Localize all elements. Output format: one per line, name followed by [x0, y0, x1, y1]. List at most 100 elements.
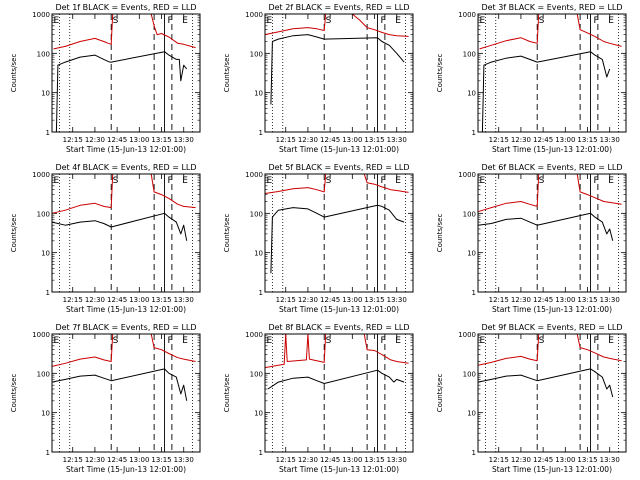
segment-marker: S — [539, 336, 545, 346]
x-axis-label: Start Time (15-Jun-13 12:01:00) — [492, 465, 612, 474]
segment-marker: S — [113, 16, 119, 26]
y-tick-label: 1 — [46, 289, 50, 297]
segment-marker: S — [326, 336, 332, 346]
y-tick-label: 10 — [467, 410, 476, 418]
x-tick-label: 13:00 — [342, 296, 362, 304]
series-line-events — [270, 204, 405, 274]
x-tick-label: 13:30 — [174, 136, 194, 144]
x-tick-label: 13:15 — [151, 456, 171, 464]
x-tick-label: 13:15 — [151, 136, 171, 144]
y-tick-label: 10 — [467, 250, 476, 258]
series-line-lld — [264, 173, 409, 194]
segment-marker: E — [479, 16, 485, 26]
series-line-events — [481, 51, 611, 133]
y-tick-label: 1 — [259, 129, 263, 137]
y-tick-label: 100 — [463, 50, 476, 58]
y-axis-label: Counts/sec — [223, 54, 231, 93]
y-tick-label: 100 — [37, 370, 50, 378]
plot-frame — [477, 333, 627, 453]
detector-chart-3: Det 3f BLACK = Events, RED = LLD Counts/s… — [436, 3, 627, 154]
series-line-events — [51, 368, 188, 401]
x-tick-label: 12:45 — [533, 136, 553, 144]
x-tick-label: 12:30 — [511, 456, 531, 464]
y-axis-label: Counts/sec — [10, 374, 18, 413]
y-axis-label: Counts/sec — [436, 214, 444, 253]
y-tick-label: 10 — [254, 250, 263, 258]
segment-marker: E — [182, 336, 188, 346]
x-tick-label: 13:00 — [555, 136, 575, 144]
detector-chart-8: Det 8f BLACK = Events, RED = LLD Counts/s… — [223, 323, 414, 474]
x-tick-label: 13:30 — [600, 456, 620, 464]
y-tick-label: 1000 — [245, 331, 263, 339]
x-tick-label: 12:15 — [276, 136, 296, 144]
segment-marker: F — [380, 176, 385, 186]
y-tick-label: 100 — [37, 210, 50, 218]
y-tick-label: 1000 — [245, 11, 263, 19]
x-axis-label: Start Time (15-Jun-13 12:01:00) — [66, 145, 186, 154]
x-tick-label: 13:15 — [364, 296, 384, 304]
y-axis-label: Counts/sec — [436, 374, 444, 413]
y-tick-label: 100 — [250, 210, 263, 218]
segment-marker: S — [113, 176, 119, 186]
x-tick-label: 12:15 — [63, 296, 83, 304]
segment-marker: S — [326, 176, 332, 186]
segment-marker: F — [167, 16, 172, 26]
segment-marker: E — [182, 176, 188, 186]
segment-marker: E — [266, 336, 272, 346]
plot-frame — [51, 173, 201, 293]
x-axis-label: Start Time (15-Jun-13 12:01:00) — [66, 305, 186, 314]
y-tick-label: 10 — [254, 410, 263, 418]
x-tick-label: 13:15 — [364, 136, 384, 144]
y-tick-label: 100 — [463, 370, 476, 378]
x-tick-label: 13:30 — [174, 296, 194, 304]
plot-frame — [264, 173, 414, 293]
y-tick-label: 1 — [472, 129, 476, 137]
y-axis-label: Counts/sec — [10, 214, 18, 253]
plot-frame — [264, 333, 414, 453]
y-tick-label: 1 — [46, 449, 50, 457]
y-tick-label: 100 — [250, 50, 263, 58]
y-axis-label: Counts/sec — [223, 214, 231, 253]
y-tick-label: 1 — [259, 449, 263, 457]
segment-marker: F — [380, 336, 385, 346]
x-tick-label: 12:30 — [298, 296, 318, 304]
x-tick-label: 12:30 — [511, 136, 531, 144]
x-tick-label: 12:15 — [63, 456, 83, 464]
x-tick-label: 12:30 — [511, 296, 531, 304]
chart-title: Det 4f BLACK = Events, RED = LLD — [55, 163, 196, 172]
x-axis-label: Start Time (15-Jun-13 12:01:00) — [492, 305, 612, 314]
series-line-lld — [51, 333, 196, 367]
plot-frame — [264, 13, 414, 133]
chart-title: Det 2f BLACK = Events, RED = LLD — [268, 3, 409, 12]
x-tick-label: 13:30 — [387, 136, 407, 144]
y-tick-label: 10 — [254, 90, 263, 98]
segment-marker: E — [608, 336, 614, 346]
segment-marker: E — [266, 16, 272, 26]
series-line-events — [267, 369, 405, 390]
plot-frame — [51, 13, 201, 133]
detector-chart-7: Det 7f BLACK = Events, RED = LLD Counts/s… — [10, 323, 201, 474]
y-tick-label: 10 — [41, 410, 50, 418]
y-tick-label: 1000 — [458, 171, 476, 179]
x-axis-label: Start Time (15-Jun-13 12:01:00) — [492, 145, 612, 154]
x-tick-label: 12:45 — [107, 456, 127, 464]
x-tick-label: 12:45 — [320, 456, 340, 464]
y-tick-label: 1 — [472, 289, 476, 297]
y-axis-label: Counts/sec — [10, 54, 18, 93]
segment-marker: S — [539, 176, 545, 186]
y-tick-label: 1 — [472, 449, 476, 457]
y-tick-label: 10 — [41, 250, 50, 258]
segment-marker: E — [608, 176, 614, 186]
x-axis-label: Start Time (15-Jun-13 12:01:00) — [279, 305, 399, 314]
segment-marker: E — [53, 16, 59, 26]
series-line-events — [477, 368, 614, 398]
segment-marker: F — [593, 16, 598, 26]
y-axis-label: Counts/sec — [223, 374, 231, 413]
series-line-lld — [477, 173, 622, 213]
y-axis-label: Counts/sec — [436, 54, 444, 93]
x-tick-label: 12:15 — [63, 136, 83, 144]
series-line-lld — [264, 333, 409, 369]
x-tick-label: 13:00 — [342, 456, 362, 464]
x-tick-label: 13:15 — [364, 456, 384, 464]
